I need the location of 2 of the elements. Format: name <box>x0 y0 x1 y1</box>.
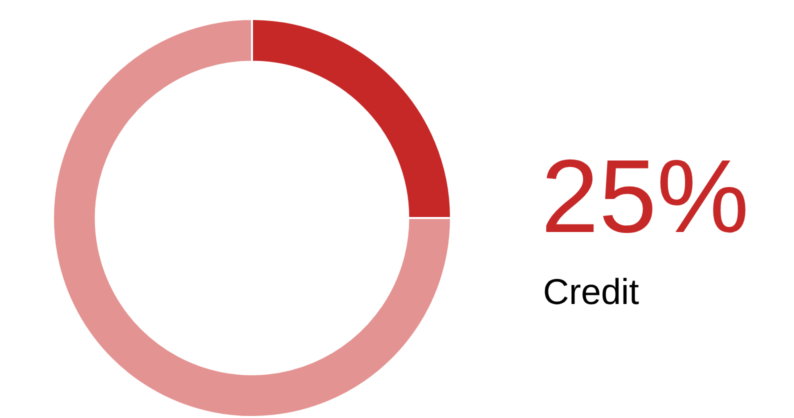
data-label: 25% <box>541 139 750 255</box>
slice-label: Credit <box>543 271 640 312</box>
